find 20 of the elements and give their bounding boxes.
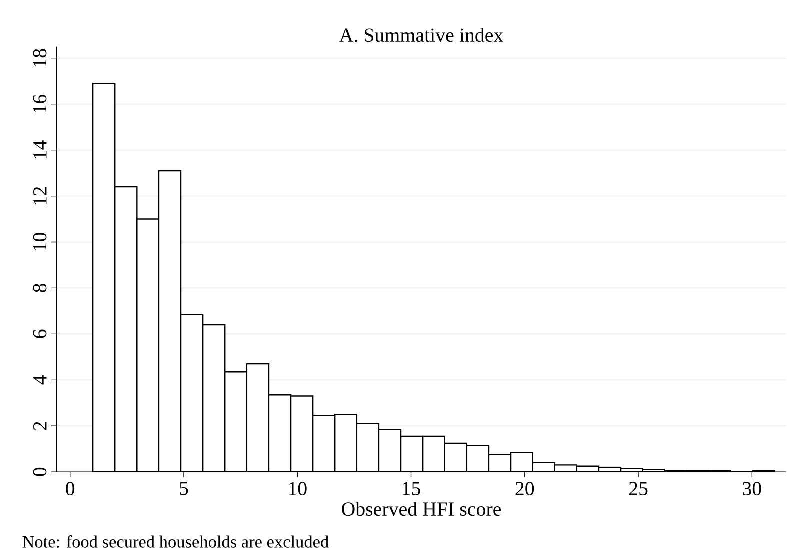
x-tick-label: 25 [629,482,648,496]
text: Note: food secured households are excluded [22,536,329,548]
x-tick-label: 15 [403,482,420,496]
y-tick-label: 18 [33,49,47,67]
x-axis-title: Observed HFI score [342,502,502,516]
y-tick-label: 0 [33,468,47,476]
x-tick-label: 5 [180,482,188,496]
x-tick-label: 30 [743,482,762,496]
y-tick-label: 2 [34,422,47,430]
x-tick-label: 0 [66,482,75,496]
y-tick-label: 4 [34,375,47,385]
y-tick-label: 12 [34,187,47,204]
y-tick-label: 8 [33,284,47,292]
y-tick-label: 10 [33,233,47,250]
x-tick-label: 10 [289,482,307,496]
x-tick-label: 20 [516,482,534,496]
y-tick-label: 6 [33,330,47,338]
chart-title: A. Summative index [339,28,504,42]
y-tick-label: 14 [34,140,47,158]
y-tick-label: 16 [33,94,47,113]
